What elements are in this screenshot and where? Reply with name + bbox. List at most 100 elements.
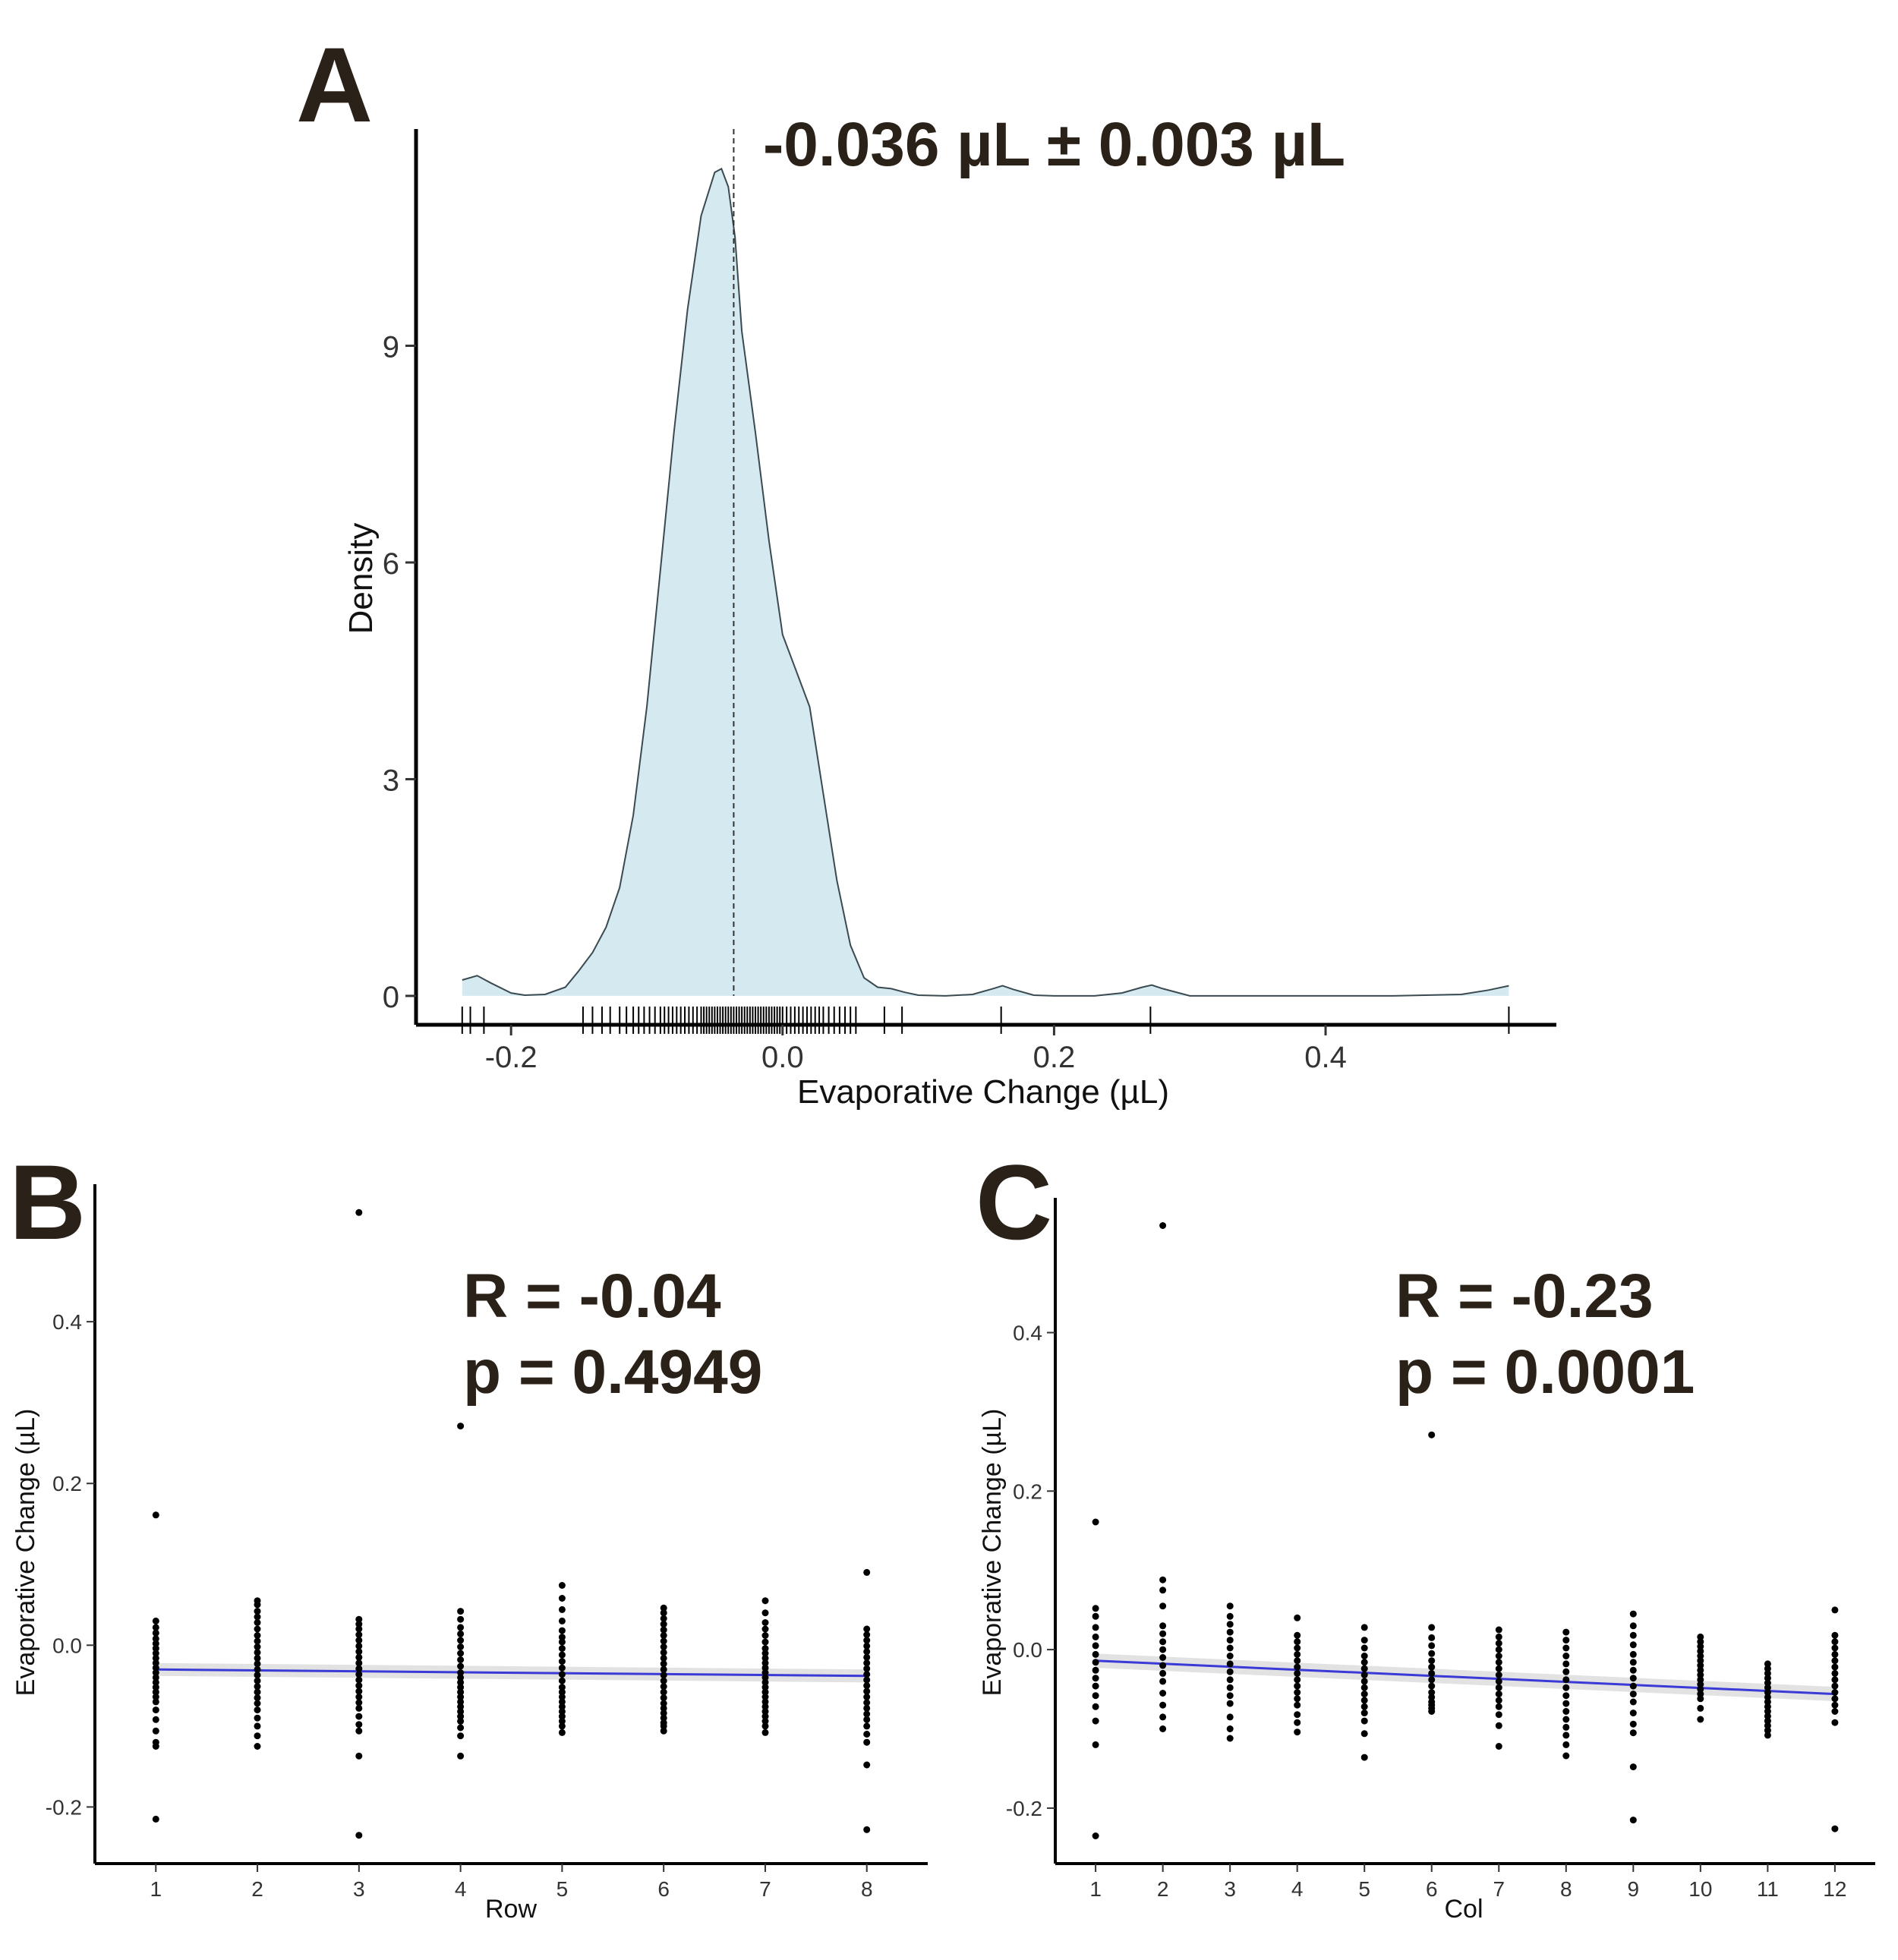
x-tick-label: 9 xyxy=(1628,1877,1640,1901)
data-point-104 xyxy=(558,1658,566,1665)
data-point-135 xyxy=(660,1700,667,1707)
data-point-149 xyxy=(761,1650,769,1657)
data-point-119 xyxy=(1562,1684,1570,1691)
data-point-62 xyxy=(1294,1719,1301,1726)
data-point-165 xyxy=(761,1728,769,1736)
data-point-55 xyxy=(355,1648,363,1656)
data-point-89 xyxy=(457,1708,465,1716)
data-point-173 xyxy=(863,1659,871,1667)
data-point-7 xyxy=(152,1650,159,1657)
data-point-183 xyxy=(1831,1669,1839,1677)
x-ticks: -0.2 0.0 0.2 0.4 xyxy=(485,1025,1347,1074)
data-point-177 xyxy=(1831,1631,1839,1639)
data-point-184 xyxy=(1831,1676,1839,1684)
data-point-51 xyxy=(1294,1644,1301,1652)
data-point-100 xyxy=(1495,1653,1502,1659)
data-point-66 xyxy=(355,1713,363,1720)
data-point-164 xyxy=(761,1722,769,1730)
data-point-90 xyxy=(1428,1689,1436,1696)
x-tick-label: 5 xyxy=(1358,1877,1370,1901)
y-tick-label: -0.2 xyxy=(46,1795,82,1819)
data-point-57 xyxy=(355,1659,363,1667)
data-point-176 xyxy=(863,1676,871,1684)
data-point-64 xyxy=(355,1699,363,1706)
data-point-63 xyxy=(355,1694,363,1700)
data-point-12 xyxy=(1092,1703,1099,1710)
data-point-65 xyxy=(1360,1637,1368,1644)
data-point-8 xyxy=(1092,1666,1099,1674)
data-point-31 xyxy=(254,1637,261,1645)
data-point-80 xyxy=(457,1662,465,1670)
data-point-157 xyxy=(761,1688,769,1696)
data-point-75 xyxy=(1360,1703,1368,1710)
data-point-15 xyxy=(152,1688,159,1696)
data-point-9 xyxy=(1092,1675,1099,1682)
data-point-178 xyxy=(1831,1638,1839,1646)
data-point-59 xyxy=(355,1671,363,1678)
x-tick-label: 2 xyxy=(251,1877,263,1901)
data-point-100 xyxy=(558,1634,566,1641)
data-point-8 xyxy=(152,1654,159,1662)
data-point-137 xyxy=(660,1709,667,1717)
data-point-47 xyxy=(1226,1735,1234,1742)
data-point-144 xyxy=(761,1619,769,1626)
data-point-168 xyxy=(863,1631,871,1638)
data-point-85 xyxy=(457,1688,465,1696)
data-point-69 xyxy=(1360,1665,1368,1672)
data-point-115 xyxy=(1562,1653,1570,1659)
data-point-85 xyxy=(1428,1657,1436,1665)
data-point-61 xyxy=(355,1682,363,1690)
panel-b: B -0.2 0.0 0.2 0.4 1 2 3 4 5 6 7 8 R = -0.04 p = 0… xyxy=(9,1142,928,1924)
data-point-155 xyxy=(1697,1685,1704,1693)
data-point-36 xyxy=(254,1665,261,1673)
x-tick-label: 6 xyxy=(657,1877,670,1901)
data-point-25 xyxy=(254,1601,261,1609)
data-point-73 xyxy=(1360,1691,1368,1698)
y-tick-label: 0.2 xyxy=(1013,1479,1042,1503)
data-point-33 xyxy=(254,1649,261,1656)
data-point-58 xyxy=(1294,1689,1301,1696)
data-point-34 xyxy=(1226,1621,1234,1628)
y-tick-label: 0.0 xyxy=(52,1634,82,1657)
data-point-29 xyxy=(254,1625,261,1633)
data-point-123 xyxy=(660,1632,667,1639)
data-point-93 xyxy=(457,1732,465,1740)
data-point-87 xyxy=(457,1698,465,1706)
data-point-9 xyxy=(152,1659,159,1667)
data-point-125 xyxy=(660,1643,667,1650)
data-point-101 xyxy=(558,1638,566,1646)
data-point-10 xyxy=(1092,1682,1099,1690)
data-point-53 xyxy=(1294,1657,1301,1665)
data-point-186 xyxy=(863,1738,871,1746)
data-point-77 xyxy=(457,1643,465,1650)
data-point-3 xyxy=(1092,1624,1099,1631)
data-point-86 xyxy=(457,1694,465,1700)
data-point-175 xyxy=(863,1671,871,1678)
data-point-30 xyxy=(1159,1713,1167,1721)
data-point-82 xyxy=(1428,1634,1436,1641)
data-point-33 xyxy=(1226,1612,1234,1620)
x-tick-label: -0.2 xyxy=(485,1041,538,1074)
data-point-111 xyxy=(558,1698,566,1706)
x-ticks: 1 2 3 4 5 6 7 8 xyxy=(150,1864,873,1901)
data-point-138 xyxy=(1629,1698,1637,1706)
x-tick-label: 10 xyxy=(1688,1877,1712,1901)
data-point-10 xyxy=(152,1664,159,1672)
data-point-50 xyxy=(355,1621,363,1628)
data-point-25 xyxy=(1159,1662,1167,1669)
data-point-13 xyxy=(152,1678,159,1686)
data-point-45 xyxy=(1226,1713,1234,1721)
data-point-13 xyxy=(1092,1717,1099,1725)
data-point-113 xyxy=(558,1708,566,1716)
data-point-82 xyxy=(457,1674,465,1681)
data-point-23 xyxy=(152,1815,159,1823)
data-point-56 xyxy=(355,1653,363,1661)
data-point-87 xyxy=(1428,1669,1436,1677)
data-point-39 xyxy=(1226,1660,1234,1668)
data-point-45 xyxy=(254,1722,261,1730)
data-point-36 xyxy=(1226,1637,1234,1644)
data-point-91 xyxy=(1428,1694,1436,1701)
data-point-11 xyxy=(1092,1692,1099,1700)
data-point-174 xyxy=(863,1665,871,1672)
